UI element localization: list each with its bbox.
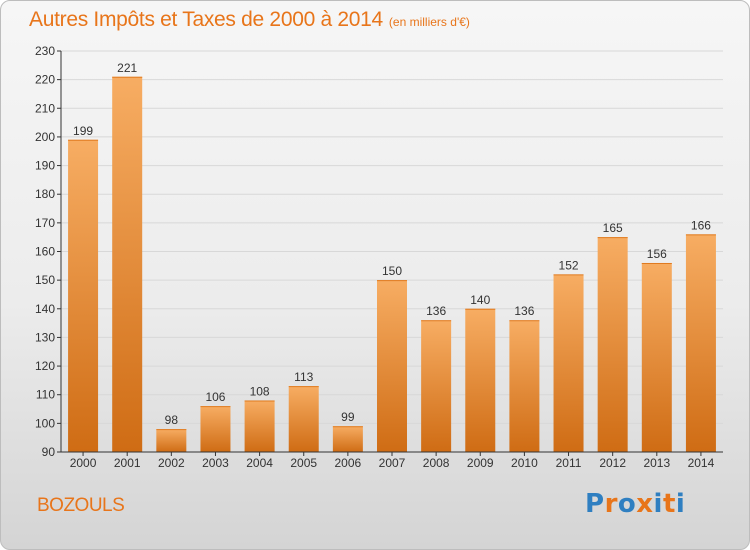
- y-tick-label: 140: [35, 302, 55, 316]
- data-label: 106: [205, 390, 225, 404]
- bar: [685, 234, 716, 452]
- x-tick-label: 2005: [290, 456, 317, 470]
- bar: [156, 429, 187, 452]
- x-tick-label: 2010: [511, 456, 538, 470]
- data-label: 165: [603, 221, 623, 235]
- logo-letter: o: [617, 489, 637, 519]
- x-tick-label: 2009: [467, 456, 494, 470]
- data-label: 136: [426, 304, 446, 318]
- data-label: 140: [470, 293, 490, 307]
- x-tick-label: 2001: [114, 456, 141, 470]
- y-tick-label: 130: [35, 330, 55, 344]
- data-label: 166: [691, 218, 711, 232]
- y-tick-label: 210: [35, 101, 55, 115]
- x-tick-label: 2007: [379, 456, 406, 470]
- bar: [553, 274, 584, 452]
- bar: [465, 308, 496, 452]
- bar: [641, 262, 672, 452]
- x-tick-label: 2003: [202, 456, 229, 470]
- data-label: 108: [250, 384, 270, 398]
- data-label: 156: [647, 247, 667, 261]
- y-tick-label: 120: [35, 359, 55, 373]
- logo-letter: P: [585, 489, 605, 519]
- logo-letter: i: [653, 489, 663, 519]
- x-tick-label: 2014: [688, 456, 715, 470]
- chart-title-text: Autres Impôts et Taxes de 2000 à 2014: [29, 8, 383, 31]
- x-tick-label: 2006: [335, 456, 362, 470]
- data-label: 221: [117, 61, 137, 75]
- logo-letter: r: [604, 489, 618, 519]
- x-tick-label: 2013: [643, 456, 670, 470]
- x-tick-label: 2008: [423, 456, 450, 470]
- y-tick-label: 100: [35, 416, 55, 430]
- bar: [200, 406, 231, 452]
- bar: [244, 400, 275, 452]
- data-label: 152: [559, 258, 579, 272]
- data-label: 113: [294, 370, 313, 384]
- chart-unit: (en milliers d'€): [388, 15, 470, 29]
- y-tick-label: 150: [35, 273, 55, 287]
- labels: 90 100 110 120 130 140 150 160 170 180 190 200 210 22…: [35, 44, 715, 470]
- bar: [509, 320, 540, 452]
- logo-letter: t: [662, 489, 676, 519]
- data-label: 199: [73, 124, 93, 138]
- bar: [288, 386, 319, 452]
- y-tick-label: 170: [35, 216, 55, 230]
- y-tick-label: 110: [36, 388, 55, 402]
- axes: [57, 50, 723, 456]
- data-label: 98: [165, 413, 179, 427]
- y-tick-label: 160: [35, 245, 55, 259]
- bar: [377, 280, 407, 452]
- logo-letter: x: [636, 489, 654, 519]
- y-tick-label: 220: [35, 73, 55, 87]
- data-label: 99: [341, 410, 355, 424]
- bar: [332, 426, 363, 452]
- y-tick-label: 190: [35, 159, 55, 173]
- x-tick-label: 2011: [556, 456, 582, 470]
- y-tick-label: 90: [42, 445, 56, 459]
- x-tick-label: 2004: [246, 456, 273, 470]
- bar: [112, 76, 143, 453]
- y-tick-label: 180: [35, 187, 55, 201]
- x-tick-label: 2012: [599, 456, 626, 470]
- x-tick-label: 2000: [70, 456, 97, 470]
- x-tick-label: 2002: [158, 456, 185, 470]
- y-tick-label: 230: [35, 44, 55, 58]
- data-label: 150: [382, 264, 402, 278]
- data-label: 136: [514, 304, 534, 318]
- chart-title: Autres Impôts et Taxes de 2000 à 2014 (en…: [29, 8, 470, 32]
- town-name: BOZOULS: [37, 495, 125, 516]
- logo-letter: i: [675, 489, 686, 519]
- bars: [68, 76, 716, 453]
- proxiti-logo: Proxiti: [585, 489, 685, 519]
- y-tick-label: 200: [35, 130, 55, 144]
- bar: [597, 237, 628, 452]
- bar: [68, 139, 99, 453]
- bar: [421, 320, 452, 452]
